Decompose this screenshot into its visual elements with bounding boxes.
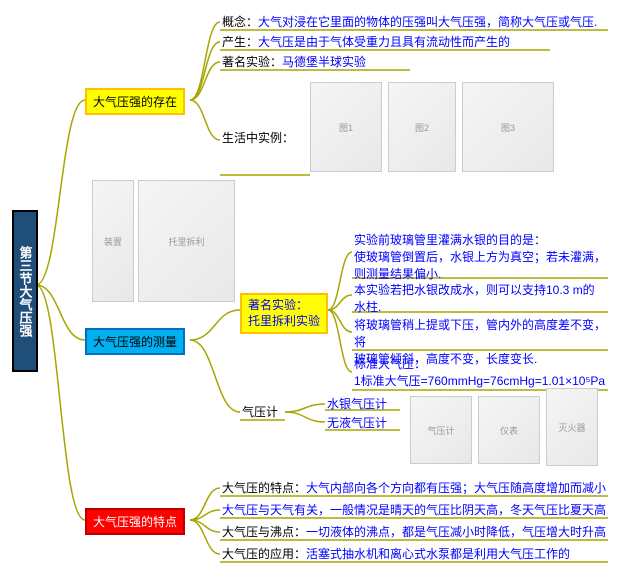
leaf-famous1-text: 马德堡半球实验 xyxy=(282,55,366,69)
subnode-torricelli: 著名实验： 托里拆利实验 xyxy=(240,293,328,334)
leaf-prep: 实验前玻璃管里灌满水银的目的是： 使玻璃管倒置后，水银上方为真空；若未灌满， 则… xyxy=(354,232,608,282)
leaf-f4-text: 活塞式抽水机和离心式水泵都是利用大气压工作的 xyxy=(306,547,570,561)
leaf-barometer-mercury: 水银气压计 xyxy=(327,396,387,413)
leaf-origin-label: 产生： xyxy=(222,35,258,49)
leaf-origin-text: 大气压是由于气体受重力且具有流动性而产生的 xyxy=(258,35,510,49)
branch-exist: 大气压强的存在 xyxy=(85,88,185,115)
leaf-f1: 大气压的特点：大气内部向各个方向都有压强；大气压随高度增加而减小 xyxy=(222,480,606,497)
branch-measure-label: 大气压强的测量 xyxy=(93,335,177,349)
leaf-concept: 概念：大气对浸在它里面的物体的压强叫大气压强，简称大气压或气压. xyxy=(222,14,597,31)
leaf-barometer: 气压计 xyxy=(242,404,278,421)
leaf-f4: 大气压的应用：活塞式抽水机和离心式水泵都是利用大气压工作的 xyxy=(222,546,570,563)
root-title: 第三节大气压强 xyxy=(16,246,35,337)
leaf-f3: 大气压与沸点：一切液体的沸点，都是气压减小时降低，气压增大时升高 xyxy=(222,524,606,541)
torricelli-apparatus-2: 托里拆利 xyxy=(138,180,235,302)
leaf-famous1: 著名实验：马德堡半球实验 xyxy=(222,54,366,71)
barometer-image-2: 仪表 xyxy=(478,396,540,464)
leaf-f3-label: 大气压与沸点： xyxy=(222,525,306,539)
leaf-examples: 生活中实例： xyxy=(222,130,294,147)
torricelli-line2: 托里拆利实验 xyxy=(248,314,320,328)
leaf-concept-label: 概念： xyxy=(222,15,258,29)
barometer-image-1: 气压计 xyxy=(410,396,472,464)
branch-exist-label: 大气压强的存在 xyxy=(93,95,177,109)
leaf-examples-label: 生活中实例： xyxy=(222,131,294,145)
leaf-concept-text: 大气对浸在它里面的物体的压强叫大气压强，简称大气压或气压. xyxy=(258,15,597,29)
example-image-3: 图3 xyxy=(462,82,554,172)
leaf-f3-text: 一切液体的沸点，都是气压减小时降低，气压增大时升高 xyxy=(306,525,606,539)
leaf-f4-label: 大气压的应用： xyxy=(222,547,306,561)
example-image-1: 图1 xyxy=(310,82,382,172)
torricelli-apparatus-1: 装置 xyxy=(92,180,134,302)
leaf-std: 标准大气压： 1标准大气压=760mmHg=76cmHg=1.01×10⁵Pa xyxy=(354,356,608,390)
example-image-2: 图2 xyxy=(388,82,456,172)
branch-feature-label: 大气压强的特点 xyxy=(93,515,177,529)
leaf-f1-text: 大气内部向各个方向都有压强；大气压随高度增加而减小 xyxy=(306,481,606,495)
leaf-f2: 大气压与天气有关，一般情况是晴天的气压比阴天高，冬天气压比夏天高 xyxy=(222,502,606,519)
extinguisher-image: 灭火器 xyxy=(546,388,598,466)
leaf-origin: 产生：大气压是由于气体受重力且具有流动性而产生的 xyxy=(222,34,510,51)
branch-measure: 大气压强的测量 xyxy=(85,328,185,355)
mindmap-diagram: 第三节大气压强 大气压强的存在 大气压强的测量 大气压强的特点 著名实验： 托里… xyxy=(10,10,611,575)
leaf-barometer-aneroid: 无液气压计 xyxy=(327,415,387,432)
torricelli-line1: 著名实验： xyxy=(248,298,308,312)
leaf-famous1-label: 著名实验： xyxy=(222,55,282,69)
branch-feature: 大气压强的特点 xyxy=(85,508,185,535)
root-node: 第三节大气压强 xyxy=(12,210,38,372)
leaf-water: 本实验若把水银改成水，则可以支持10.3 m的 水柱. xyxy=(354,282,608,316)
leaf-f1-label: 大气压的特点： xyxy=(222,481,306,495)
